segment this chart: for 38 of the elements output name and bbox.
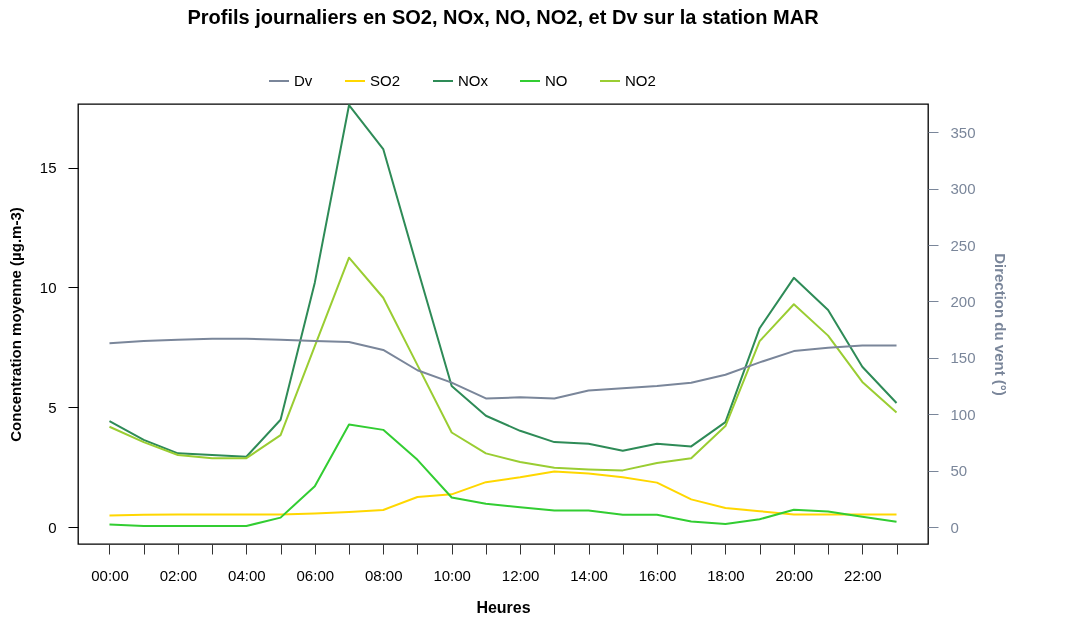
x-tick-label: 22:00: [844, 566, 882, 584]
y2-tick-label: 150: [950, 349, 976, 367]
line-series: [108, 104, 898, 458]
x-tick-label: 08:00: [364, 566, 403, 584]
y2-tick-label: 250: [950, 236, 976, 254]
x-tick-label: 02:00: [159, 566, 198, 584]
legend-label: NO2: [625, 72, 656, 89]
y-tick-label: 15: [39, 159, 57, 177]
legend-label: NO: [545, 72, 568, 89]
y2-tick-label: 0: [950, 518, 959, 536]
y2-tick-label: 300: [950, 180, 976, 198]
y-tick-label: 10: [39, 278, 57, 296]
y2-tick-label: 100: [950, 405, 976, 423]
legend-label: NOx: [458, 72, 489, 89]
y2-tick-label: 350: [950, 123, 976, 141]
legend-label: Dv: [294, 72, 313, 89]
chart-title: Profils journaliers en SO2, NOx, NO, NO2, et Dv sur la station MAR: [187, 6, 820, 28]
y-tick-label: 0: [48, 518, 57, 536]
x-tick-label: 04:00: [228, 566, 266, 584]
x-tick-label: 16:00: [638, 566, 677, 584]
x-tick-label: 12:00: [501, 566, 540, 584]
y2-tick-label: 200: [950, 292, 976, 310]
y2-tick-label: 50: [950, 462, 968, 480]
line-series: [108, 256, 898, 472]
y2-axis-title: Direction du vent (°): [991, 253, 1009, 396]
y-tick-label: 5: [48, 398, 57, 416]
x-tick-label: 14:00: [570, 566, 608, 584]
line-series: [108, 337, 898, 400]
line-series: [108, 423, 898, 528]
x-tick-label: 18:00: [707, 566, 745, 584]
legend-label: SO2: [370, 72, 401, 89]
x-axis-title: Heures: [476, 598, 531, 616]
x-tick-label: 10:00: [433, 566, 471, 584]
line-series: [108, 470, 898, 517]
y-axis-title: Concentration moyenne (µg.m-3): [6, 207, 24, 442]
x-tick-label: 00:00: [91, 566, 129, 584]
x-tick-label: 06:00: [296, 566, 335, 584]
x-tick-label: 20:00: [775, 566, 814, 584]
